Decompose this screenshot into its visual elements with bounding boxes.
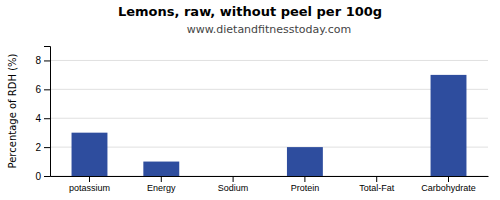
x-tick-label: Energy [147,183,176,193]
title: Lemons, raw, without peel per 100g [118,4,382,19]
x-tick-mark [376,176,377,182]
bar [215,176,251,177]
grid-line [50,147,488,148]
y-tick: 6 [35,84,50,95]
y-tick-mark [44,147,50,148]
x-tick-label: Sodium [218,183,249,193]
y-axis: 0 2 4 6 8 [35,47,50,182]
y-axis-title: Percentage of RDH (%) [7,53,18,168]
y-tick-label: 2 [35,142,41,153]
bar [359,176,395,177]
y-tick-mark [44,176,50,177]
subtitle: www.dietandfitnesstoday.com [187,23,351,36]
x-tick-label: Total-Fat [359,183,395,193]
x-tick: Sodium [218,176,249,193]
x-tick: Protein [291,176,320,193]
plot-area: 0 2 4 6 8 potassium Energy Sodium Protein Total-F… [35,47,488,194]
y-axis-line [44,47,51,177]
x-tick-label: potassium [69,183,110,193]
bars [72,75,467,176]
bar [287,147,323,176]
bar [143,162,179,176]
grid-line [50,176,488,177]
y-tick-mark [44,118,50,119]
grid [50,60,488,176]
y-tick: 4 [35,113,50,124]
x-tick: potassium [69,176,110,193]
y-tick-label: 0 [35,171,41,182]
grid-line [50,89,488,90]
bar [72,133,108,176]
x-tick-label: Protein [291,183,320,193]
x-tick-mark [448,176,449,182]
x-tick-mark [304,176,305,182]
y-tick: 8 [35,55,50,66]
y-tick-mark [44,60,50,61]
x-axis-line [51,176,489,177]
x-tick-label: Carbohydrate [421,183,476,193]
y-tick-label: 6 [35,84,41,95]
bar [431,75,467,176]
y-tick-mark [44,89,50,90]
y-tick-label: 4 [35,113,41,124]
y-tick: 2 [35,142,50,153]
grid-line [50,60,488,61]
x-tick: Total-Fat [359,176,395,193]
x-axis: potassium Energy Sodium Protein Total-Fat Car… [51,176,489,193]
y-tick-label: 8 [35,55,41,66]
chart: Lemons, raw, without peel per 100g www.di… [0,0,500,200]
y-tick: 0 [35,171,50,182]
x-tick-mark [89,176,90,182]
x-tick: Carbohydrate [421,176,476,193]
x-tick-mark [161,176,162,182]
x-tick-mark [233,176,234,182]
x-tick: Energy [147,176,176,193]
grid-line [50,118,488,119]
